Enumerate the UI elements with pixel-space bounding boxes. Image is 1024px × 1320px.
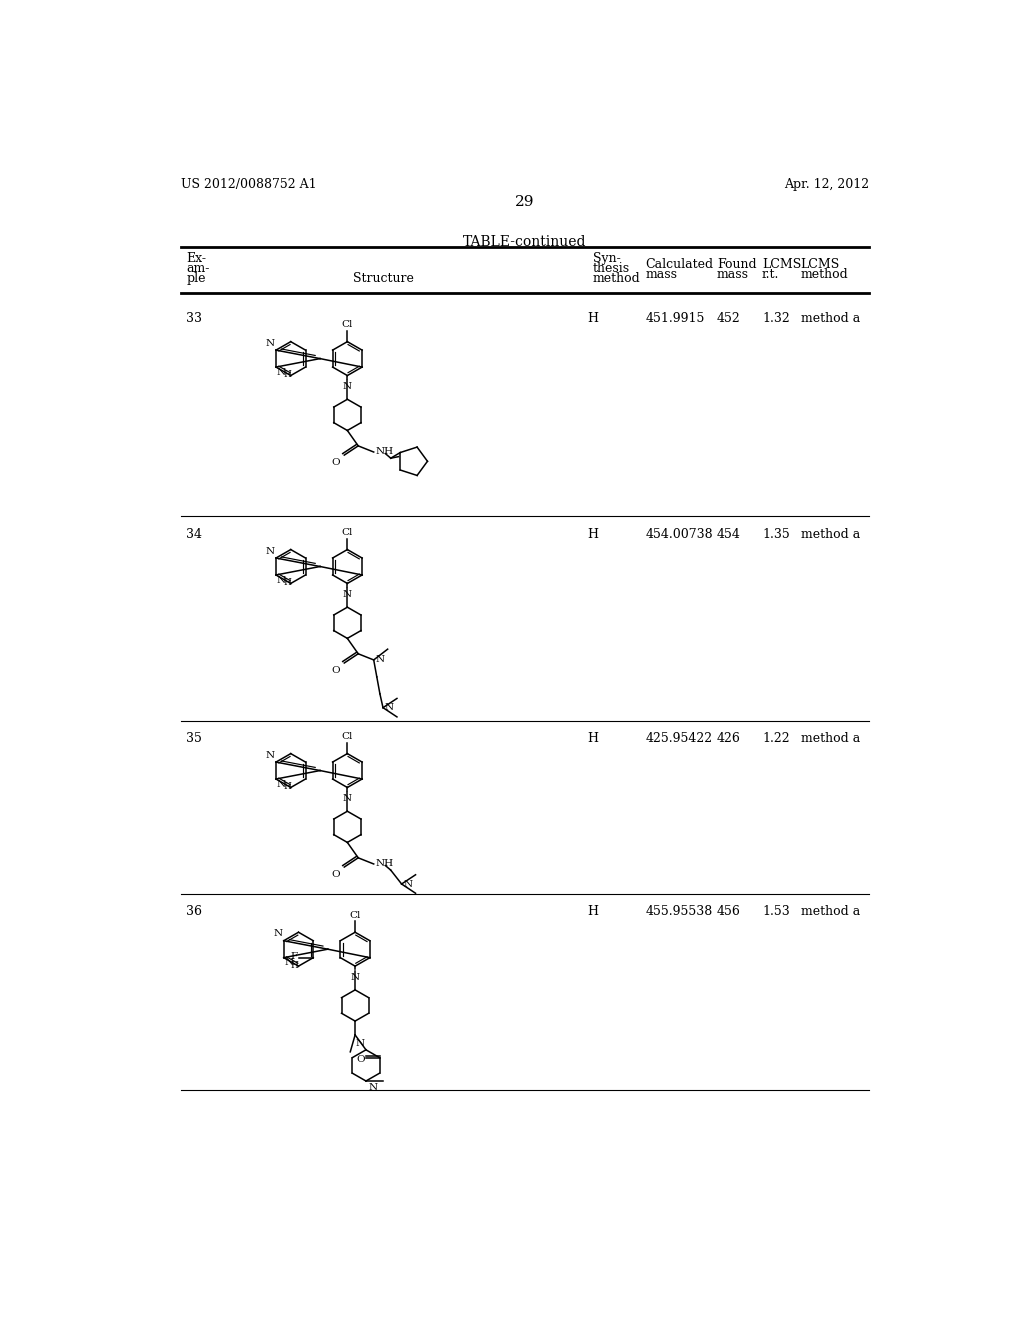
Text: N: N [343,590,352,599]
Text: 33: 33 [186,313,202,326]
Text: N: N [343,795,352,804]
Text: N: N [276,780,286,789]
Text: NH: NH [375,859,393,867]
Text: Cl: Cl [342,528,353,537]
Text: r.t.: r.t. [762,268,779,281]
Text: N: N [276,368,286,376]
Text: Syn-: Syn- [593,252,621,264]
Text: H: H [283,781,291,791]
Text: N: N [369,1082,378,1092]
Text: H: H [588,313,598,326]
Text: N: N [350,973,359,982]
Text: H: H [283,370,291,379]
Text: Structure: Structure [353,272,414,285]
Text: TABLE-continued: TABLE-continued [463,235,587,249]
Text: NH: NH [375,446,393,455]
Text: H: H [588,733,598,744]
Text: 1.53: 1.53 [762,906,790,919]
Text: N: N [403,879,413,888]
Text: 34: 34 [186,528,202,541]
Text: ple: ple [186,272,206,285]
Text: Cl: Cl [349,911,360,920]
Text: method: method [801,268,849,281]
Text: 1.22: 1.22 [762,733,790,744]
Text: N: N [375,655,384,664]
Text: method a: method a [801,528,860,541]
Text: LCMS: LCMS [801,257,840,271]
Text: N: N [385,704,393,713]
Text: H: H [588,906,598,919]
Text: O: O [356,1056,366,1064]
Text: 456: 456 [717,906,741,919]
Text: LCMS: LCMS [762,257,801,271]
Text: N: N [355,1039,365,1048]
Text: 451.9915: 451.9915 [646,313,706,326]
Text: H: H [283,578,291,587]
Text: Found: Found [717,257,757,271]
Text: 455.95538: 455.95538 [646,906,713,919]
Text: N: N [265,546,274,556]
Text: thesis: thesis [593,261,630,275]
Text: Ex-: Ex- [186,252,206,264]
Text: 1.32: 1.32 [762,313,790,326]
Text: O: O [332,458,340,467]
Text: Cl: Cl [342,733,353,742]
Text: N: N [265,339,274,348]
Text: method a: method a [801,906,860,919]
Text: O: O [332,870,340,879]
Text: 35: 35 [186,733,202,744]
Text: method a: method a [801,733,860,744]
Text: 426: 426 [717,733,741,744]
Text: method: method [593,272,641,285]
Text: N: N [273,929,283,939]
Text: Apr. 12, 2012: Apr. 12, 2012 [783,178,869,190]
Text: 425.95422: 425.95422 [646,733,713,744]
Text: 452: 452 [717,313,740,326]
Text: method a: method a [801,313,860,326]
Text: N: N [276,576,286,585]
Text: N: N [285,958,294,968]
Text: H: H [588,528,598,541]
Text: 36: 36 [186,906,202,919]
Text: Cl: Cl [342,321,353,330]
Text: 454.00738: 454.00738 [646,528,714,541]
Text: N: N [265,751,274,760]
Text: O: O [332,667,340,675]
Text: am-: am- [186,261,210,275]
Text: mass: mass [717,268,749,281]
Text: 29: 29 [515,195,535,210]
Text: H: H [291,961,299,970]
Text: US 2012/0088752 A1: US 2012/0088752 A1 [180,178,316,190]
Text: Calculated: Calculated [646,257,714,271]
Text: F: F [291,953,298,961]
Text: 1.35: 1.35 [762,528,790,541]
Text: 454: 454 [717,528,741,541]
Text: N: N [343,383,352,392]
Text: mass: mass [646,268,678,281]
